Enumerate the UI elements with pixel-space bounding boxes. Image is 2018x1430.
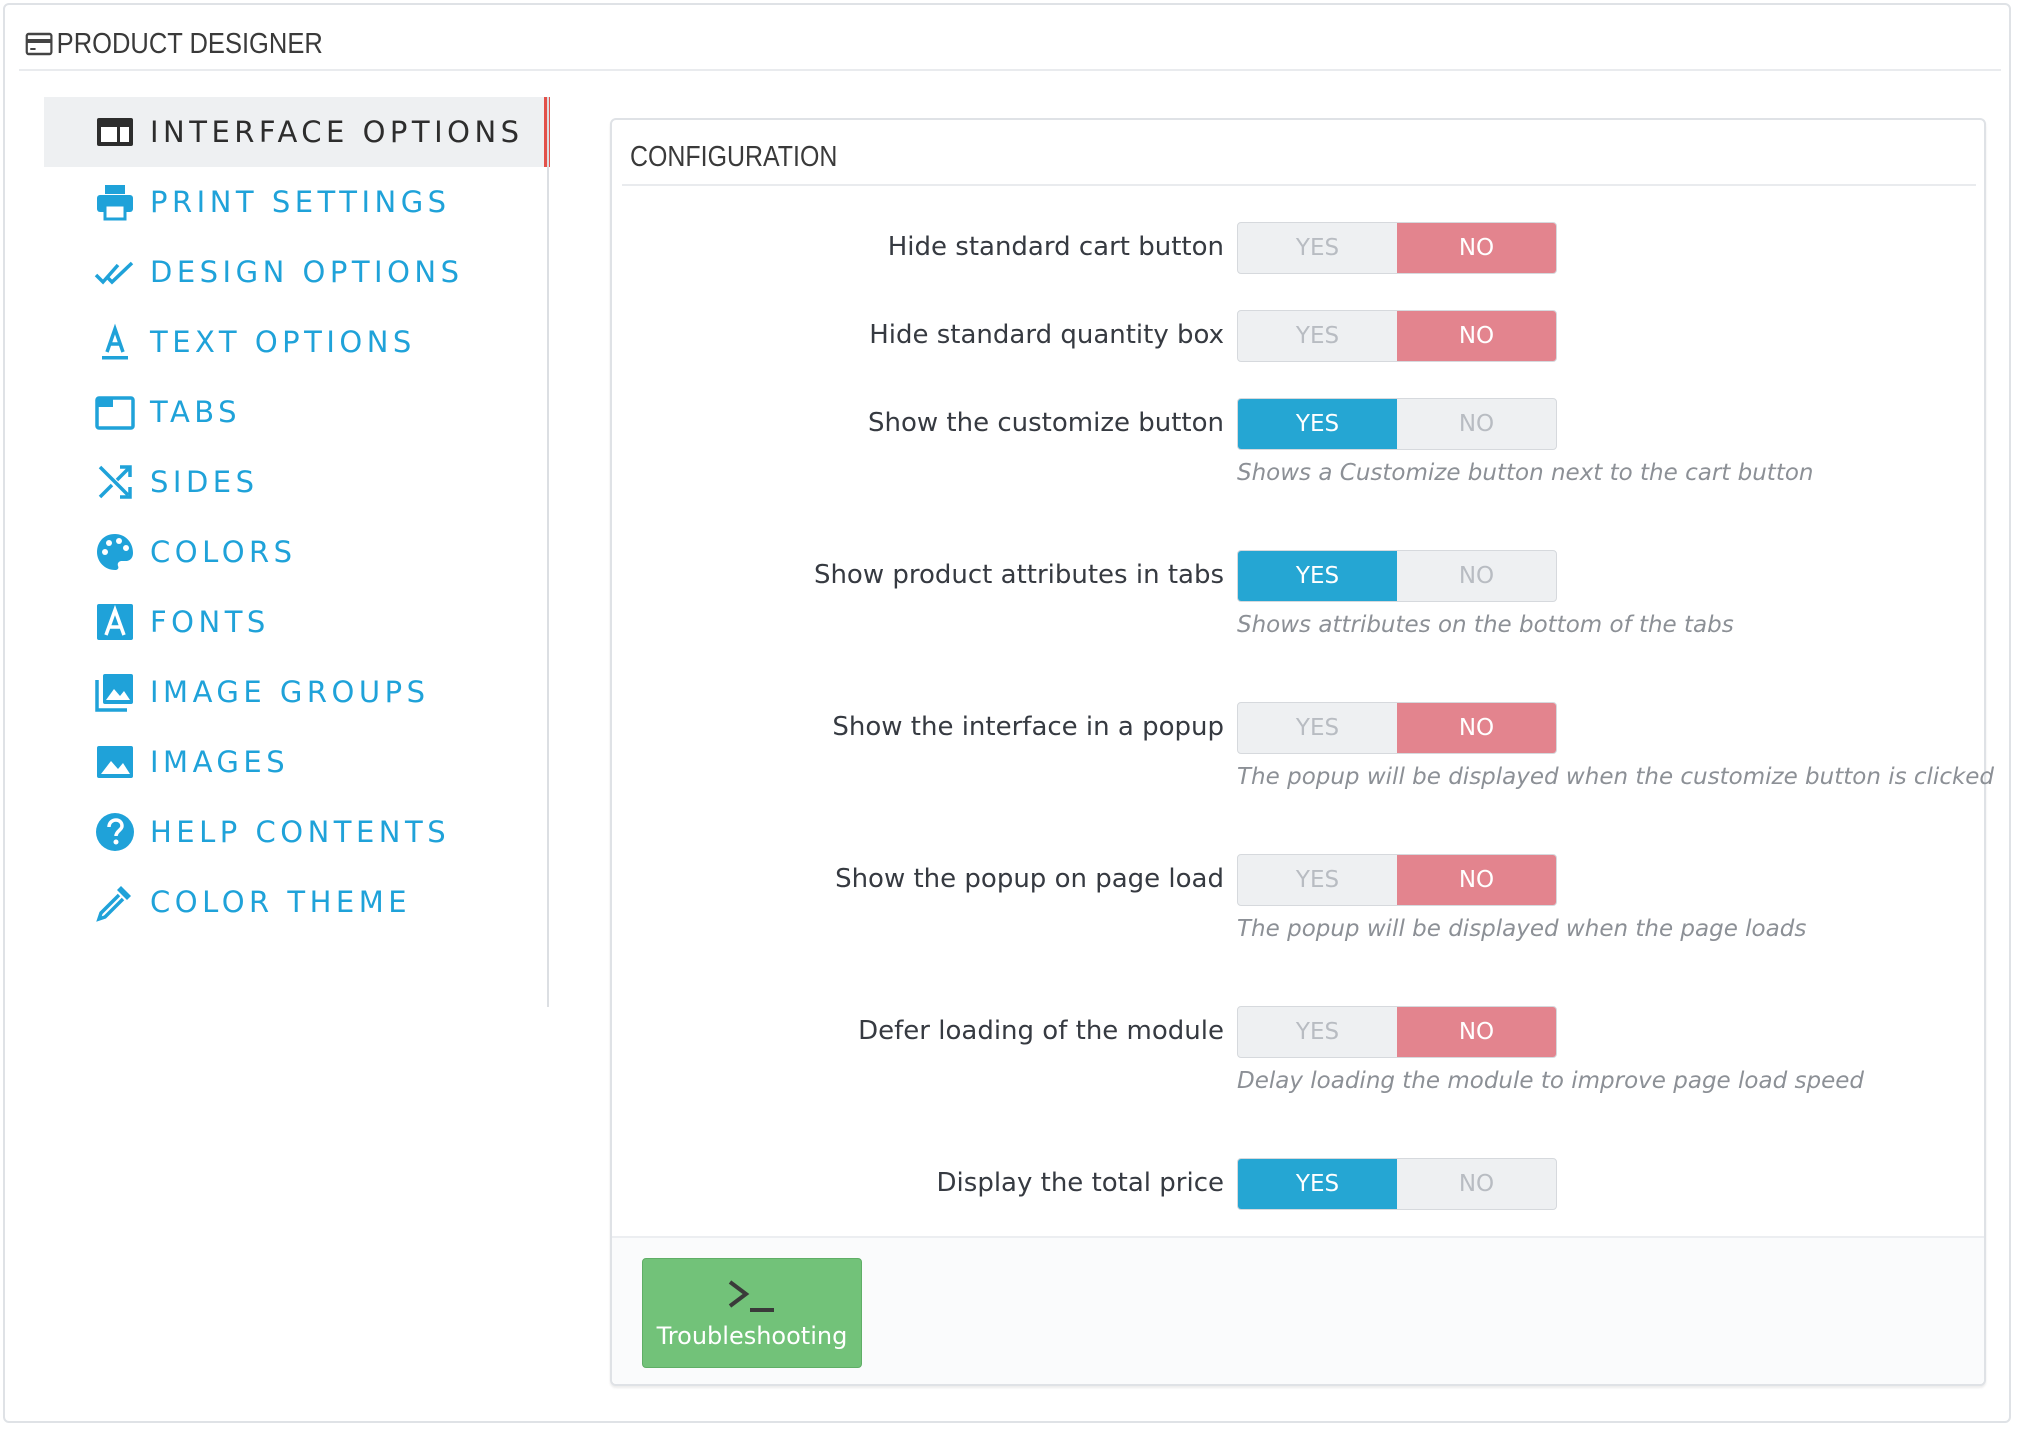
yes-no-switch[interactable]: YES NO [1237, 702, 1557, 754]
font-a-icon [97, 604, 133, 640]
sidebar-item-label: COLORS [150, 535, 297, 569]
switch-yes-option[interactable]: YES [1295, 715, 1340, 741]
setting-label: Show the customize button [868, 408, 1224, 438]
yes-no-switch[interactable]: YES NO [1237, 550, 1557, 602]
yes-no-switch[interactable]: YES NO [1237, 222, 1557, 274]
sidebar-item-label: DESIGN OPTIONS [150, 255, 464, 289]
setting-help-text: The popup will be displayed when the pag… [1237, 916, 1807, 942]
troubleshooting-button[interactable]: Troubleshooting [642, 1258, 862, 1368]
yes-no-switch[interactable]: YES NO [1237, 310, 1557, 362]
setting-label: Hide standard quantity box [869, 320, 1224, 350]
printer-icon [97, 185, 133, 221]
switch-yes-option[interactable]: YES [1295, 1019, 1340, 1045]
sidebar-item-label: INTERFACE OPTIONS [150, 115, 524, 149]
layout-window-icon [97, 118, 133, 146]
sidebar-item-sides[interactable]: SIDES [44, 447, 548, 517]
panel-footer: Troubleshooting [612, 1236, 1984, 1384]
page-header: PRODUCT DESIGNER [25, 19, 1776, 69]
sidebar-item-label: SIDES [150, 465, 259, 499]
switch-no-option[interactable]: NO [1397, 855, 1556, 905]
switch-yes-option[interactable]: YES [1238, 399, 1397, 449]
yes-no-switch[interactable]: YES NO [1237, 1158, 1557, 1210]
sidebar-item-interface-options[interactable]: INTERFACE OPTIONS [44, 97, 550, 167]
text-format-icon [102, 323, 128, 360]
switch-yes-option[interactable]: YES [1238, 551, 1397, 601]
setting-display-total-price: Display the total price YES NO [612, 1156, 1984, 1210]
setting-popup-on-page-load: Show the popup on page load YES NO The p… [612, 852, 1984, 942]
switch-no-option[interactable]: NO [1397, 311, 1556, 361]
shuffle-icon [98, 465, 132, 499]
page-title: PRODUCT DESIGNER [56, 27, 323, 60]
yes-no-switch[interactable]: YES NO [1237, 398, 1557, 450]
palette-icon [97, 534, 133, 570]
sidebar-item-label: TABS [150, 395, 242, 429]
double-check-icon [94, 261, 134, 285]
panel-title-divider [622, 184, 1976, 186]
sidebar-item-label: HELP CONTENTS [150, 815, 451, 849]
setting-hide-quantity-box: Hide standard quantity box YES NO [612, 308, 1984, 362]
setting-label: Show the popup on page load [835, 864, 1224, 894]
setting-help-text: Shows a Customize button next to the car… [1237, 460, 1814, 486]
switch-no-option[interactable]: NO [1397, 703, 1556, 753]
header-divider [19, 69, 2001, 71]
setting-hide-cart-button: Hide standard cart button YES NO [612, 220, 1984, 274]
switch-no-option[interactable]: NO [1397, 1007, 1556, 1057]
sidebar-item-fonts[interactable]: FONTS [44, 587, 548, 657]
sidebar-item-label: IMAGE GROUPS [150, 675, 430, 709]
switch-yes-option[interactable]: YES [1238, 1159, 1397, 1209]
sidebar-item-tabs[interactable]: TABS [44, 377, 548, 447]
troubleshooting-label: Troubleshooting [656, 1322, 848, 1350]
sidebar-item-label: PRINT SETTINGS [150, 185, 451, 219]
sidebar-item-image-groups[interactable]: IMAGE GROUPS [44, 657, 548, 727]
sidebar-item-design-options[interactable]: DESIGN OPTIONS [44, 237, 548, 307]
switch-no-option[interactable]: NO [1397, 223, 1556, 273]
terminal-icon [728, 1280, 774, 1312]
switch-yes-option[interactable]: YES [1295, 235, 1340, 261]
yes-no-switch[interactable]: YES NO [1237, 854, 1557, 906]
setting-label: Show product attributes in tabs [813, 560, 1224, 590]
panel-title: CONFIGURATION [630, 141, 838, 173]
setting-attributes-in-tabs: Show product attributes in tabs YES NO S… [612, 548, 1984, 638]
image-icon [97, 746, 133, 778]
sidebar-item-help-contents[interactable]: HELP CONTENTS [44, 797, 548, 867]
sidebar-item-label: COLOR THEME [150, 885, 412, 919]
sidebar-item-print-settings[interactable]: PRINT SETTINGS [44, 167, 548, 237]
setting-label: Display the total price [936, 1168, 1224, 1198]
sidebar-item-colors[interactable]: COLORS [44, 517, 548, 587]
setting-help-text: Delay loading the module to improve page… [1237, 1068, 1864, 1094]
sidebar-item-label: IMAGES [150, 745, 290, 779]
setting-label: Hide standard cart button [887, 232, 1224, 262]
card-icon [25, 32, 53, 56]
sidebar-item-text-options[interactable]: TEXT OPTIONS [44, 307, 548, 377]
sidebar-item-label: TEXT OPTIONS [150, 325, 416, 359]
eyedropper-icon [96, 886, 131, 922]
sidebar-divider [547, 97, 549, 1007]
switch-yes-option[interactable]: YES [1295, 867, 1340, 893]
sidebar-item-color-theme[interactable]: COLOR THEME [44, 867, 548, 937]
switch-yes-option[interactable]: YES [1295, 323, 1340, 349]
setting-defer-loading: Defer loading of the module YES NO Delay… [612, 1004, 1984, 1094]
sidebar: INTERFACE OPTIONS PRINT SETTINGS DESIGN … [44, 97, 550, 1007]
switch-no-option[interactable]: NO [1458, 1171, 1495, 1197]
setting-label: Show the interface in a popup [832, 712, 1224, 742]
image-stack-icon [95, 674, 133, 712]
help-circle-icon [96, 813, 134, 851]
setting-help-text: The popup will be displayed when the cus… [1237, 764, 1995, 790]
setting-interface-in-popup: Show the interface in a popup YES NO The… [612, 700, 1994, 790]
switch-no-option[interactable]: NO [1458, 563, 1495, 589]
folder-tab-icon [95, 396, 135, 430]
sidebar-item-images[interactable]: IMAGES [44, 727, 548, 797]
sidebar-item-label: FONTS [150, 605, 270, 639]
switch-no-option[interactable]: NO [1458, 411, 1495, 437]
setting-label: Defer loading of the module [858, 1016, 1224, 1046]
setting-help-text: Shows attributes on the bottom of the ta… [1237, 612, 1734, 638]
yes-no-switch[interactable]: YES NO [1237, 1006, 1557, 1058]
configuration-panel: CONFIGURATION Hide standard cart button … [610, 118, 1994, 1386]
setting-show-customize-button: Show the customize button YES NO Shows a… [612, 396, 1984, 486]
